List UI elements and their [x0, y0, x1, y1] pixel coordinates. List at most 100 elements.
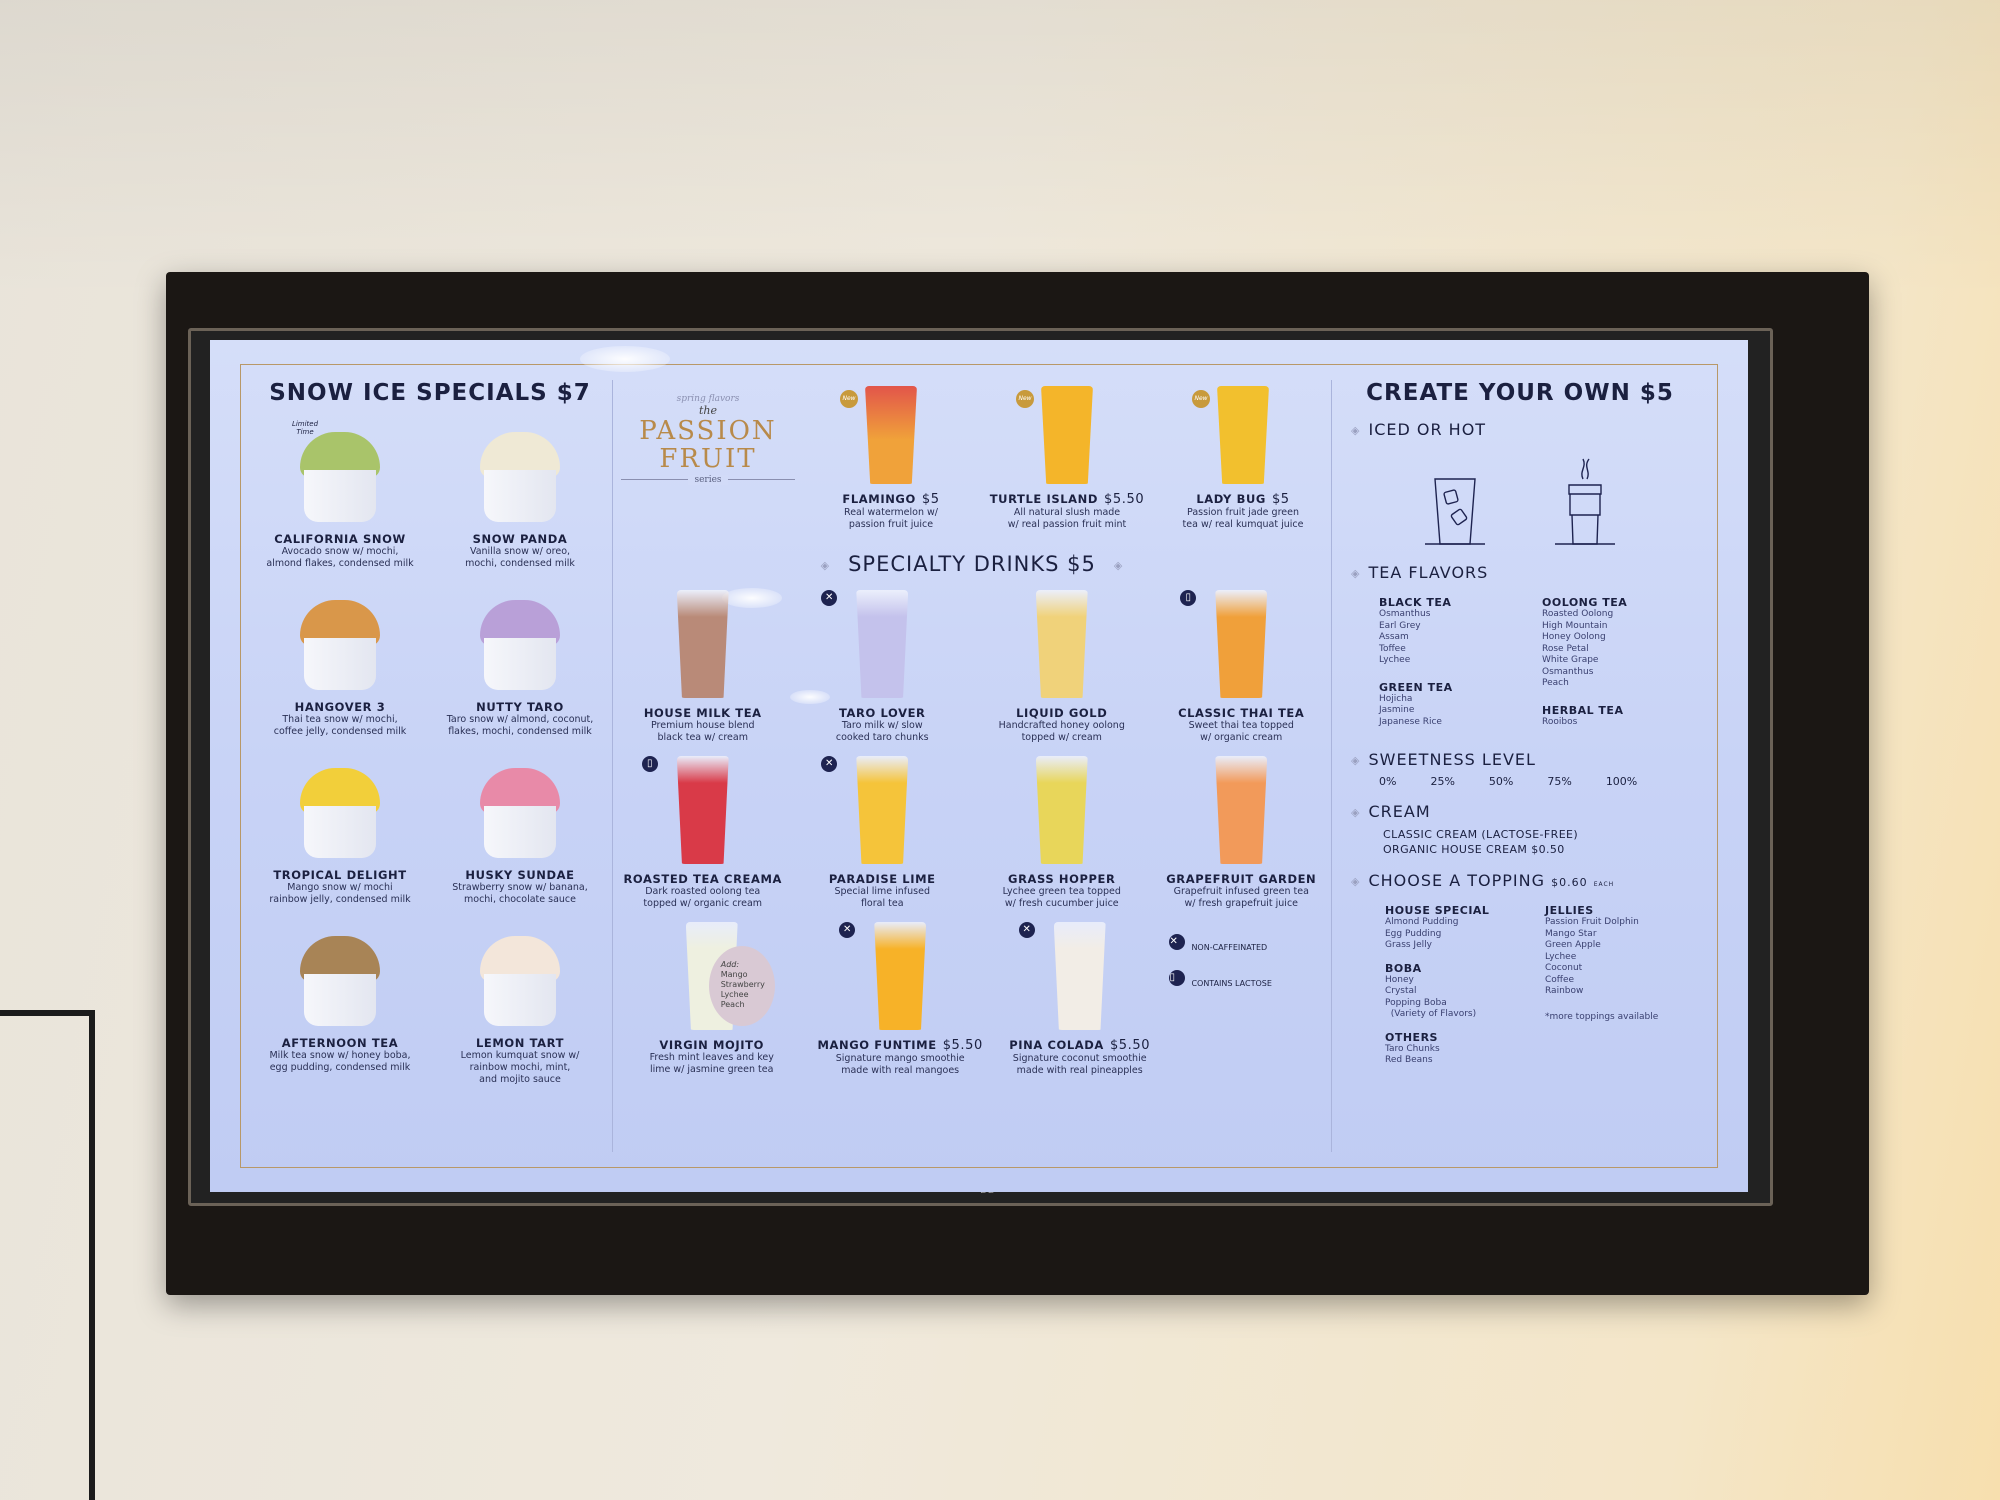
drink-image: New [1178, 380, 1308, 488]
name-text: VIRGIN MOJITO [659, 1038, 765, 1052]
item-name: VIRGIN MOJITO [613, 1038, 810, 1052]
item-desc: All natural slush made w/ real passion f… [1007, 507, 1127, 530]
item-name: TROPICAL DELIGHT [273, 868, 407, 882]
diamond-icon: ◈ [1351, 806, 1361, 819]
legend-item: ▯ CONTAINS LACTOSE [1169, 970, 1331, 996]
kicker: spring flavors [676, 394, 740, 404]
list-item: Lychee [1545, 951, 1577, 962]
snow-image [460, 420, 580, 528]
name-text: TURTLE ISLAND [989, 492, 1099, 506]
specialty-drink: GRAPEFRUIT GARDEN Grapefruit infused gree… [1152, 750, 1332, 910]
name-text: MANGO FUNTIME [817, 1038, 937, 1052]
legend-item: ✕ NON-CAFFEINATED [1169, 934, 1331, 960]
list-item: Honey Oolong [1542, 632, 1606, 642]
cup [874, 922, 927, 1030]
name-text: HOUSE MILK TEA [643, 706, 762, 720]
list-heading: HOUSE SPECIAL [1385, 904, 1490, 917]
new-badge: New [840, 390, 858, 408]
list-item: Red Beans [1385, 1055, 1433, 1065]
item-desc: Passion fruit jade green tea w/ real kum… [1182, 507, 1304, 530]
light-glare [790, 690, 830, 704]
list-item: Almond Pudding [1385, 917, 1459, 927]
diamond-icon: ◈ [1113, 558, 1124, 572]
snow-image [280, 756, 400, 864]
sweetness-option: 50% [1488, 775, 1514, 788]
topping-each: EACH [1593, 881, 1615, 888]
section-title: SNOW ICE SPECIALS $7 [269, 380, 591, 406]
snow-image [460, 924, 580, 1032]
item-desc: Signature mango smoothie made with real … [835, 1053, 965, 1076]
list-heading: HERBAL TEA [1542, 703, 1624, 717]
light-glare [722, 588, 782, 608]
item-desc: Strawberry snow w/ banana, mochi, chocol… [452, 882, 588, 905]
item-desc: Vanilla snow w/ oreo, mochi, condensed m… [465, 546, 575, 569]
snow-image [460, 756, 580, 864]
cup [1053, 922, 1106, 1030]
item-price: $5.50 [1104, 492, 1145, 507]
snow-item: LEMON TART Lemon kumquat snow w/ rainbow … [430, 924, 610, 1086]
list-item: Rose Petal [1542, 643, 1589, 654]
list-heading: BLACK TEA [1379, 596, 1452, 609]
sweetness-levels: 0% 25% 50% 75% 100% [1335, 775, 1705, 788]
add-option: Strawberry [720, 980, 765, 989]
iced-cup-icon [1425, 478, 1485, 545]
specialty-drink: LIQUID GOLD Handcrafted honey oolong topp… [972, 584, 1152, 744]
iced-or-hot-heading: ◈ ICED OR HOT [1351, 420, 1705, 439]
hot-cup-icon [1555, 458, 1615, 545]
item-name: AFTERNOON TEA [281, 1036, 399, 1050]
specialty-drink: GRASS HOPPER Lychee green tea topped w/ f… [972, 750, 1152, 910]
item-desc: Mango snow w/ mochi rainbow jelly, conde… [269, 882, 411, 905]
bowl [484, 470, 556, 522]
cup [1217, 386, 1269, 484]
list-item: Peach [1542, 678, 1569, 688]
item-name: TARO LOVER [793, 706, 973, 720]
list-item: Toffee [1379, 643, 1406, 654]
item-desc: Grapefruit infused green tea w/ fresh gr… [1173, 886, 1309, 909]
item-price: $5.50 [1109, 1038, 1151, 1053]
bowl [304, 470, 376, 522]
add-option: Peach [720, 1000, 745, 1009]
list-item: Taro Chunks [1385, 1043, 1440, 1054]
toppings-list: HOUSE SPECIAL Almond Pudding Egg Pudding Gr… [1335, 896, 1705, 1067]
heading-text: CHOOSE A TOPPING [1368, 871, 1545, 890]
tea-flavors-heading: ◈ TEA FLAVORS [1351, 563, 1705, 582]
item-desc: Thai tea snow w/ mochi, coffee jelly, co… [273, 714, 407, 737]
list-item: Roasted Oolong [1542, 609, 1614, 619]
item-desc: Avocado snow w/ mochi, almond flakes, co… [266, 546, 414, 569]
lactose-icon: ▯ [1180, 590, 1197, 606]
item-name: PARADISE LIME [793, 872, 973, 886]
diamond-icon: ◈ [1351, 754, 1361, 767]
drink-image: ▯ [628, 750, 778, 868]
new-badge: New [1016, 390, 1034, 408]
diamond-icon: ◈ [820, 558, 831, 572]
diamond-icon: ◈ [1351, 424, 1361, 437]
heading-text: ICED OR HOT [1368, 420, 1487, 439]
item-name: CALIFORNIA SNOW [274, 532, 406, 546]
item-price: $5 [921, 492, 940, 507]
add-option: Mango [720, 970, 748, 979]
limited-time-tag: Limited Time [291, 420, 319, 436]
list-item: Jasmine [1379, 705, 1415, 715]
item-desc: Taro snow w/ almond, coconut, flakes, mo… [446, 714, 594, 737]
list-item: Passion Fruit Dolphin [1545, 917, 1639, 927]
name-text: PARADISE LIME [828, 872, 936, 886]
cup [856, 590, 909, 698]
bowl [484, 638, 556, 690]
drink-image: ✕ [807, 750, 957, 868]
section-title: CREATE YOUR OWN $5 [1366, 380, 1674, 406]
list-item: Popping Boba [1385, 997, 1447, 1008]
diamond-icon: ◈ [1351, 875, 1361, 888]
drink-image: ✕ [825, 916, 975, 1034]
wall-shelf [0, 1010, 95, 1500]
title-passion: PASSION [639, 416, 777, 446]
passion-fruit-logo: spring flavors the PASSION FRUIT series [613, 380, 803, 540]
item-desc: Lemon kumquat snow w/ rainbow mochi, min… [460, 1050, 580, 1085]
list-item: Green Apple [1545, 940, 1601, 950]
item-desc: Fresh mint leaves and key lime w/ jasmin… [649, 1052, 774, 1075]
snow-ice-section: SNOW ICE SPECIALS $7 Limited Time CALIFOR… [250, 380, 610, 1152]
item-name: SNOW PANDA [472, 532, 568, 546]
list-heading: BOBA [1385, 961, 1422, 975]
cup [1035, 756, 1088, 864]
snow-image: Limited Time [280, 420, 400, 528]
drink-image: New [1002, 380, 1132, 488]
